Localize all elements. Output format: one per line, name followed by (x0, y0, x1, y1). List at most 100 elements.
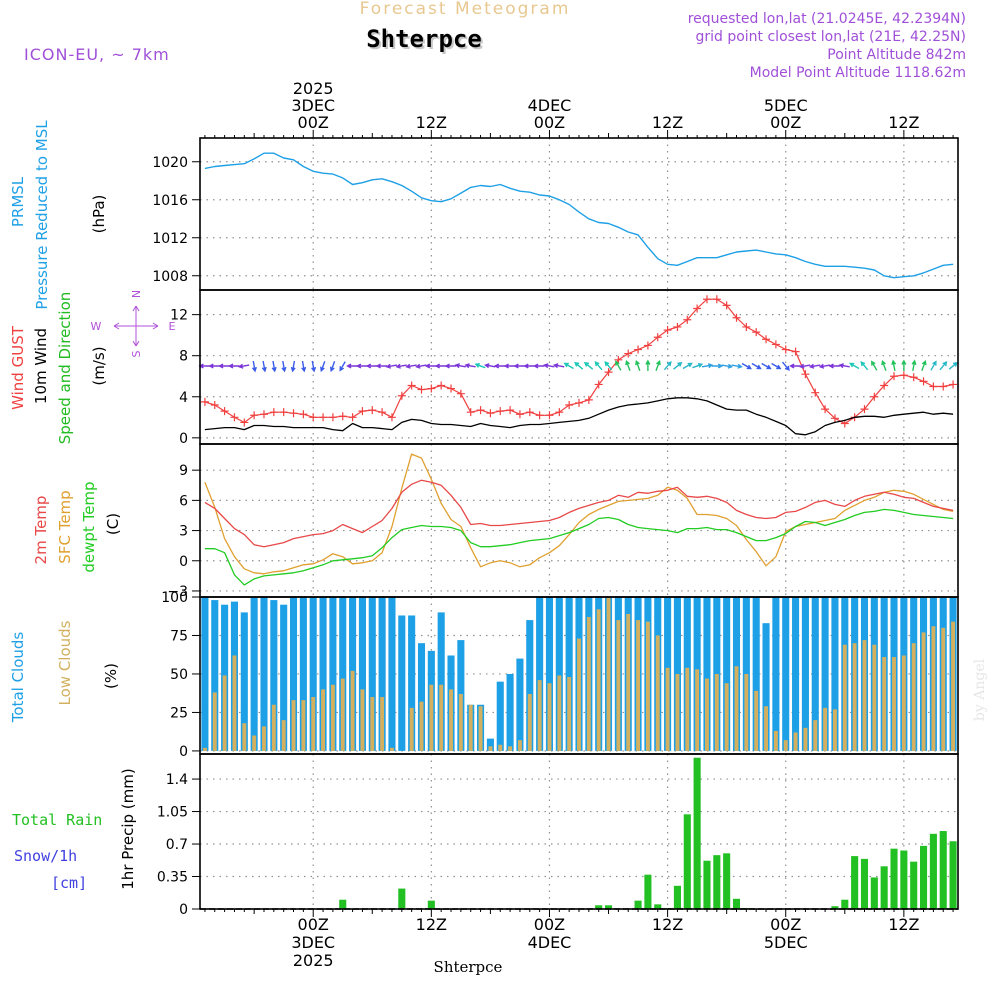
top-time-label: 4DEC (528, 96, 572, 115)
wind-gust-point (397, 391, 406, 400)
wind-gust-point (496, 407, 505, 416)
total-clouds-bar (762, 623, 770, 751)
total-clouds-bar (368, 597, 376, 751)
bottom-time-label: 2025 (293, 951, 334, 970)
location-title-shadow: Shterpce (368, 27, 484, 55)
sfc-temp-label: SFC Temp (56, 490, 74, 563)
axes-layer: 1008 1012 1016 1020 0 4 8 12 −3 0 3 6 9 0 25 50 75 100 0 0.… (152, 130, 959, 918)
wind-direction-arrow (901, 359, 907, 371)
rain-bar (713, 855, 721, 909)
wind-direction-arrow (375, 363, 388, 369)
wind-direction-arrow (513, 363, 525, 369)
wind-direction-arrow (615, 360, 622, 371)
wind-direction-arrow (251, 360, 257, 373)
wind-direction-arrow (301, 360, 307, 373)
pressure-label-prmsl: PRMSL (9, 176, 27, 227)
total-clouds-bar (555, 597, 563, 751)
top-time-label: 5DEC (764, 96, 808, 115)
low-clouds-bar (262, 726, 266, 751)
wind-direction-arrow (663, 360, 672, 371)
wind-direction-arrow (838, 363, 850, 369)
total-rain-label: Total Rain (12, 811, 102, 829)
low-clouds-bar (468, 704, 473, 751)
low-clouds-bar (862, 640, 867, 751)
low-clouds-bar (675, 673, 680, 751)
wind-direction-arrow (329, 361, 336, 373)
wind-gust-point (801, 370, 810, 379)
y-tick-label: 0.35 (157, 870, 188, 886)
low-clouds-bar (419, 701, 424, 751)
wind-direction-arrow (808, 363, 821, 369)
sfc-temp-line (204, 453, 954, 575)
snow-label: Snow/1h (14, 847, 77, 865)
dewpt-temp-label: dewpt Temp (80, 481, 98, 572)
low-clouds-bar (330, 684, 335, 751)
y-tick-label: 4 (179, 390, 188, 406)
low-clouds-bar (390, 747, 394, 751)
wind-direction-arrow (533, 363, 545, 369)
wind-gust-point (338, 412, 347, 421)
wind-direction-arrow (484, 363, 496, 369)
rain-bar (732, 898, 741, 909)
wind-gust-point (604, 368, 613, 377)
y-tick-label: 6 (179, 493, 188, 509)
low-clouds-bar (636, 620, 641, 751)
total-clouds-bar (545, 597, 554, 751)
low-clouds-bar (281, 720, 286, 751)
low-clouds-bar (823, 707, 828, 751)
wind-direction-arrow (939, 360, 948, 371)
wind-gust-point (939, 382, 948, 391)
wind-gust-point (476, 406, 485, 415)
low-clouds-bar (754, 690, 759, 751)
wind-gust-point (417, 385, 426, 394)
wind-gust-point (220, 407, 229, 416)
wind-gust-point (949, 380, 958, 389)
low-clouds-bar (921, 632, 926, 751)
low-clouds-bar (695, 669, 700, 751)
wind-gust-point (575, 398, 583, 407)
wind-gust-point (821, 405, 830, 414)
clouds-unit: (%) (102, 663, 120, 689)
wind-gust-point (584, 395, 593, 404)
pressure-unit: (hPa) (90, 195, 108, 234)
bottom-time-label: 5DEC (764, 933, 808, 952)
low-clouds-bar (685, 667, 690, 751)
wind-direction-arrow (891, 359, 897, 372)
wind-gust-point (830, 414, 839, 423)
low-clouds-bar (705, 678, 709, 751)
wind-gust-point (919, 377, 928, 386)
compass-west: W (91, 320, 102, 333)
total-clouds-bar (378, 597, 386, 751)
footer-location: Shterpce (434, 958, 503, 976)
wind-direction-arrow (218, 363, 230, 369)
y-tick-label: 50 (170, 667, 188, 683)
wind-gust-point (358, 407, 367, 416)
low-clouds-bar (813, 720, 818, 751)
low-clouds-bar (842, 644, 847, 751)
data-layer (198, 152, 958, 910)
wind-direction-arrow (290, 360, 296, 373)
rain-bar (595, 905, 603, 909)
low-clouds-bar (773, 730, 778, 751)
total-clouds-bar (496, 681, 504, 751)
total-clouds-bar (250, 597, 258, 751)
wind-direction-arrow (930, 360, 937, 371)
y-tick-label: 8 (179, 349, 188, 365)
low-clouds-bar (557, 675, 562, 751)
bottom-time-label: 00Z (770, 915, 801, 934)
low-clouds-bar (626, 613, 631, 751)
wind-direction-arrow (574, 361, 584, 370)
wind-direction-arrow (493, 363, 506, 369)
low-clouds-bar (458, 693, 463, 751)
wind-direction-arrow (635, 359, 641, 371)
wind-gust-point (515, 410, 524, 419)
wind-gust-point (437, 381, 446, 390)
wind-gust-point (565, 400, 574, 409)
total-clouds-label: Total Clouds (9, 632, 27, 724)
total-clouds-bar (398, 615, 406, 751)
wind-gust-point (712, 295, 721, 304)
low-clouds-bar (764, 706, 768, 751)
wind-gust-point (781, 345, 790, 354)
wind-direction-arrow (741, 362, 752, 370)
